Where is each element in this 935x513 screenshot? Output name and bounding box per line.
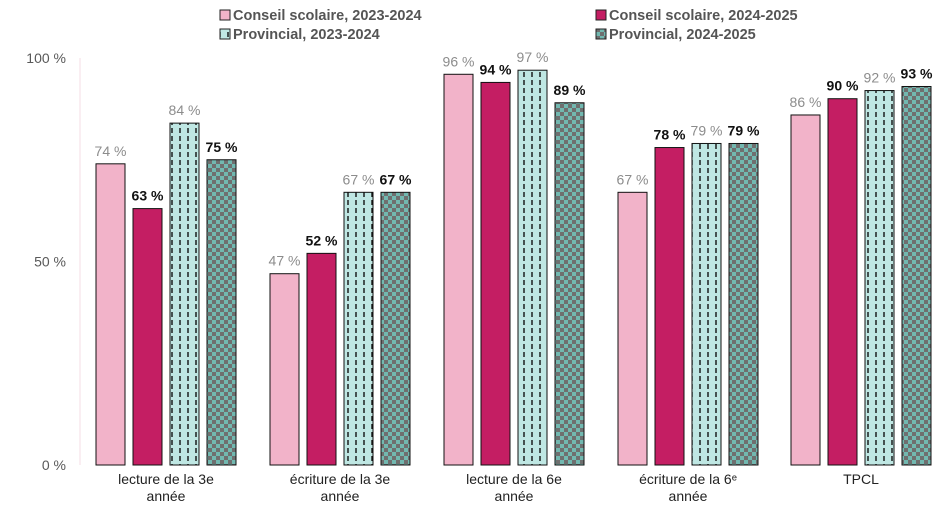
bar-value-label: 96 % — [443, 53, 475, 69]
legend-swatch-conseil-scolaire-2024-2025 — [595, 9, 607, 21]
bar-value-label: 86 % — [790, 94, 822, 110]
bar-provincial-2024-2025-0 — [206, 159, 237, 466]
bar-provincial-2024-2025-4 — [901, 85, 932, 466]
bar-value-label: 79 % — [728, 122, 760, 138]
bar-provincial-2024-2025-1 — [380, 191, 411, 466]
bar-value-label: 52 % — [306, 232, 338, 248]
bar-value-label: 67 % — [617, 171, 649, 187]
bar-value-label: 47 % — [269, 253, 301, 269]
y-axis-ticks: 0 % 50 % 100 % — [26, 50, 66, 473]
legend-label-conseil-scolaire-2023-2024: Conseil scolaire, 2023-2024 — [233, 8, 422, 24]
bar-value-label: 93 % — [901, 65, 933, 81]
y-tick-label: 0 % — [42, 457, 66, 473]
bar-conseil-scolaire-2023-2024-2 — [443, 73, 474, 466]
bar-value-label: 75 % — [206, 139, 238, 155]
bar-value-label: 78 % — [654, 127, 686, 143]
bar-conseil-scolaire-2024-2025-4 — [827, 98, 858, 466]
bar-value-label: 92 % — [864, 70, 896, 86]
bar-conseil-scolaire-2023-2024-3 — [617, 191, 648, 466]
bar-value-label: 74 % — [95, 143, 127, 159]
bar-value-label: 67 % — [380, 171, 412, 187]
legend-swatch-conseil-scolaire-2023-2024 — [219, 9, 231, 21]
bar-value-label: 67 % — [343, 171, 375, 187]
bar-conseil-scolaire-2024-2025-2 — [480, 81, 511, 466]
bar-value-label: 94 % — [480, 61, 512, 77]
bar-provincial-2023-2024-2 — [517, 69, 548, 466]
x-category-label: TPCL — [843, 471, 879, 487]
y-tick-label: 100 % — [26, 50, 66, 66]
bar-value-label: 84 % — [169, 102, 201, 118]
bar-conseil-scolaire-2023-2024-0 — [95, 163, 126, 466]
x-category-label: année — [669, 488, 708, 504]
bar-conseil-scolaire-2023-2024-1 — [269, 273, 300, 466]
x-category-label: année — [147, 488, 186, 504]
x-category-label: année — [495, 488, 534, 504]
legend-swatch-provincial-2024-2025 — [595, 28, 607, 40]
x-category-label: lecture de la 6e — [466, 471, 562, 487]
bar-value-label: 97 % — [517, 49, 549, 65]
x-category-label: lecture de la 3e — [118, 471, 214, 487]
x-category-label: écriture de la 3e — [290, 471, 391, 487]
legend-label-provincial-2024-2025: Provincial, 2024-2025 — [609, 27, 756, 43]
y-tick-label: 50 % — [34, 254, 66, 270]
bar-provincial-2023-2024-3 — [691, 142, 722, 466]
bar-conseil-scolaire-2024-2025-1 — [306, 252, 337, 466]
bar-conseil-scolaire-2024-2025-3 — [654, 147, 685, 466]
bar-provincial-2023-2024-1 — [343, 191, 374, 466]
bar-provincial-2023-2024-4 — [864, 90, 895, 466]
bar-provincial-2023-2024-0 — [169, 122, 200, 466]
bars: 74 % 47 % 96 % 67 % 86 % 63 % 52 % 94 % 78 % 90 %… — [95, 49, 933, 466]
bar-conseil-scolaire-2024-2025-0 — [132, 208, 163, 466]
x-category-label: écriture de la 6ᵉ — [639, 471, 737, 487]
legend-label-conseil-scolaire-2024-2025: Conseil scolaire, 2024-2025 — [609, 8, 798, 24]
bar-value-label: 79 % — [691, 122, 723, 138]
x-category-label: année — [321, 488, 360, 504]
bar-provincial-2024-2025-2 — [554, 102, 585, 466]
bar-value-label: 89 % — [554, 82, 586, 98]
bar-value-label: 63 % — [132, 188, 164, 204]
legend: Conseil scolaire, 2023-2024 Conseil scola… — [219, 8, 798, 43]
bar-value-label: 90 % — [827, 78, 859, 94]
legend-label-provincial-2023-2024: Provincial, 2023-2024 — [233, 27, 380, 43]
bar-conseil-scolaire-2023-2024-4 — [790, 114, 821, 466]
bar-provincial-2024-2025-3 — [728, 142, 759, 466]
legend-swatch-provincial-2023-2024 — [219, 28, 231, 40]
